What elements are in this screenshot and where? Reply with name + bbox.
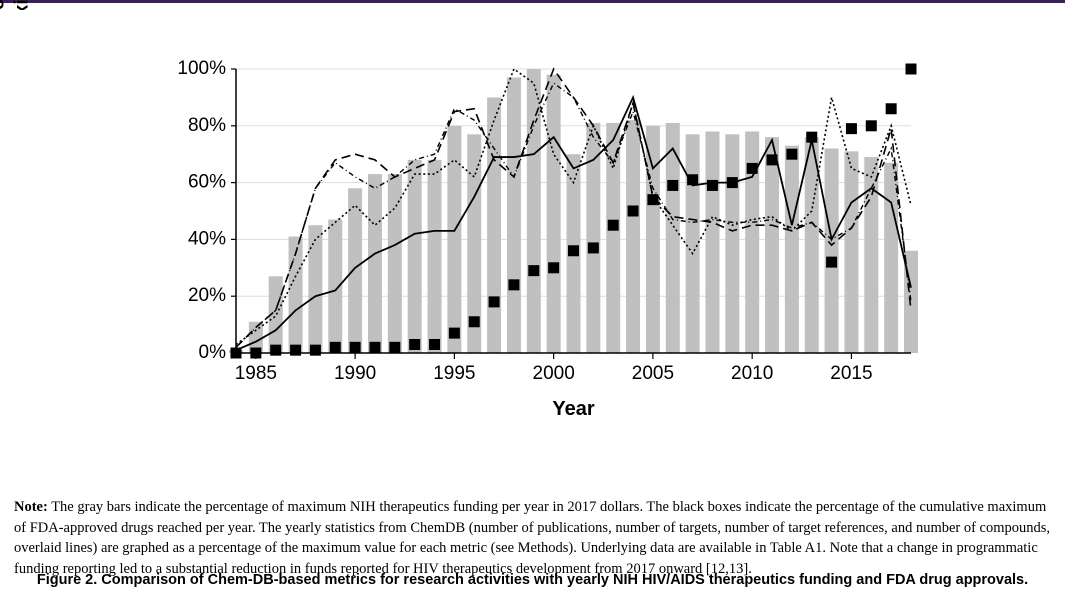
svg-text:0%: 0%: [199, 342, 227, 363]
svg-text:1985: 1985: [235, 363, 277, 384]
svg-text:1990: 1990: [334, 363, 376, 384]
svg-text:100%: 100%: [177, 58, 226, 79]
svg-text:2010: 2010: [731, 363, 773, 384]
svg-text:40%: 40%: [188, 228, 226, 249]
svg-text:2000: 2000: [533, 363, 575, 384]
svg-text:20%: 20%: [188, 285, 226, 306]
svg-text:80%: 80%: [188, 115, 226, 136]
svg-text:2005: 2005: [632, 363, 674, 384]
svg-text:60%: 60%: [188, 172, 226, 193]
svg-text:1995: 1995: [433, 363, 475, 384]
svg-text:2015: 2015: [830, 363, 872, 384]
